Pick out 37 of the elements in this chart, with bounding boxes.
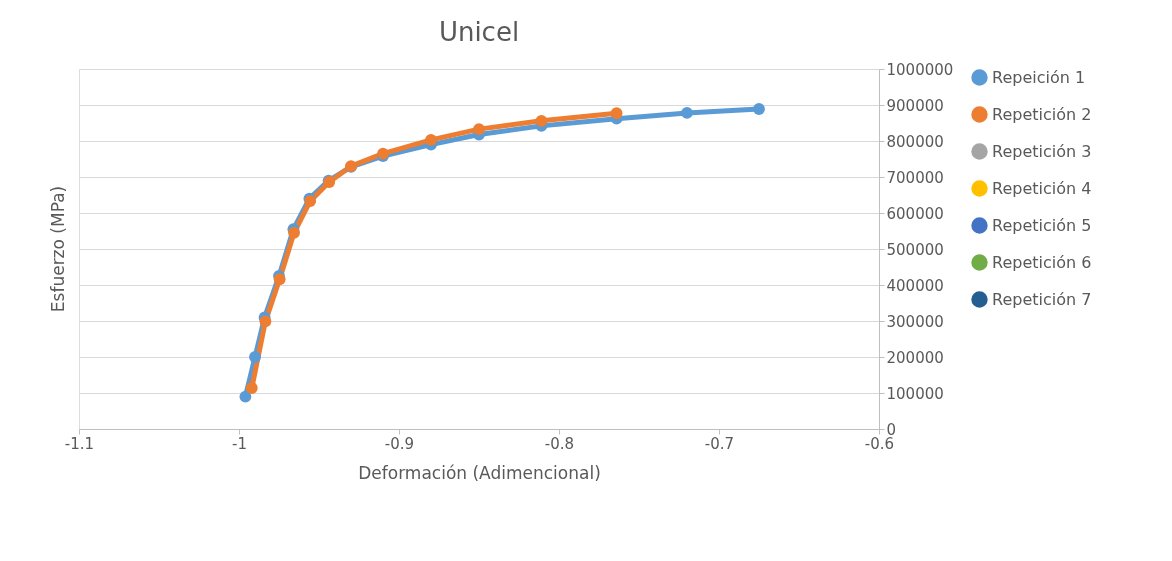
y-tick-label: 700000 — [886, 168, 944, 187]
y-tick-label: 100000 — [886, 384, 944, 403]
legend-label: Repetición 3 — [992, 141, 1092, 161]
y-tick-label: 800000 — [886, 132, 944, 151]
legend-label: Repeición 1 — [992, 67, 1086, 87]
point — [239, 390, 252, 403]
x-tick-label: -0.7 — [704, 434, 735, 453]
y-tick-label: 900000 — [886, 96, 944, 115]
y-tick-label: 200000 — [886, 348, 944, 367]
point — [610, 107, 623, 120]
point — [273, 273, 286, 286]
y-tick-label: 500000 — [886, 240, 944, 259]
point — [259, 315, 272, 328]
point — [681, 107, 693, 119]
y-tick-label: 400000 — [886, 276, 944, 295]
y-tick-label: 1000000 — [886, 60, 954, 79]
legend-label: Repetición 4 — [992, 178, 1092, 198]
point — [249, 351, 261, 363]
chart-title: Unicel — [438, 17, 520, 47]
legend-label: Repetición 7 — [992, 289, 1092, 309]
y-tick-label: 300000 — [886, 312, 944, 331]
point — [425, 134, 437, 146]
legend-label: Repetición 2 — [992, 104, 1092, 124]
x-tick-label: -1.1 — [64, 434, 95, 453]
point — [535, 114, 548, 127]
point — [753, 103, 765, 115]
x-tick-label: -0.9 — [384, 434, 415, 453]
legend-label: Repetición 6 — [992, 252, 1092, 272]
point — [473, 123, 485, 136]
y-tick-label: 600000 — [886, 204, 944, 223]
point — [245, 382, 258, 394]
legend-label: Repetición 5 — [992, 215, 1092, 235]
x-axis-title: Deformación (Adimencional) — [358, 462, 601, 483]
x-tick-label: -0.6 — [864, 434, 895, 453]
x-tick-label: -1 — [232, 434, 247, 453]
y-axis-title: Esfuerzo (MPa) — [48, 185, 68, 313]
x-tick-label: -0.8 — [544, 434, 575, 453]
